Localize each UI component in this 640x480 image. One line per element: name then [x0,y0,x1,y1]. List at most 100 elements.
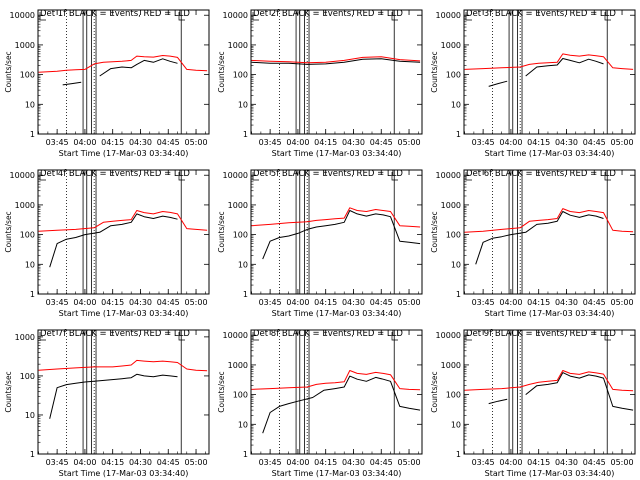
y-tick-label: 1000 [441,201,461,210]
lld-series-line [251,370,421,391]
detector-panel: Det 3f BLACK = Events, RED = LLD 1 10 100 10… [430,9,636,158]
x-axis-title: Start Time (17-Mar-03 03:34:40) [272,149,402,158]
y-tick-label: 10 [238,260,248,269]
x-tick-label: 04:00 [73,458,96,467]
detector-panel: Det 4f BLACK = Events, RED = LLD 1 10 100 10… [4,169,210,318]
x-tick-label: 03:45 [259,298,282,307]
detector-panel: Det 5f BLACK = Events, RED = LLD 1 10 100 10… [217,169,423,318]
y-tick-label: 10000 [436,11,461,20]
x-tick-label: 04:45 [583,298,606,307]
x-tick-label: 04:45 [583,458,606,467]
x-tick-label: 03:45 [46,298,69,307]
x-tick-label: 04:15 [314,298,337,307]
y-axis-title: Counts/sec [430,371,439,412]
detector-panel: Det 8f BLACK = Events, RED = LLD 1 10 100 10… [217,329,423,478]
panel-title: Det 8f BLACK = Events, RED = LLD [253,329,403,339]
y-tick-label: 10 [238,420,248,429]
y-tick-label: 1 [456,130,461,139]
plot-frame [463,169,636,295]
plot-frame [463,9,636,135]
y-tick-label: 1000 [15,41,35,50]
events-series-line [62,58,178,86]
y-tick-label: 10000 [436,171,461,180]
x-tick-label: 04:00 [499,458,522,467]
y-tick-label: 10000 [436,331,461,340]
corner-mark [391,332,398,341]
x-axis-title: Start Time (17-Mar-03 03:34:40) [272,309,402,318]
y-tick-label: 10 [238,100,248,109]
y-axis-title: Counts/sec [217,371,226,412]
x-tick-label: 04:00 [286,138,309,147]
corner-mark [39,332,46,341]
y-tick-label: 100 [233,71,248,80]
x-tick-label: 04:00 [286,298,309,307]
plot-frame [250,329,423,455]
lld-series-line [251,207,421,228]
y-tick-label: 1000 [441,41,461,50]
x-tick-label: 04:45 [157,458,180,467]
plot-frame [463,329,636,455]
x-tick-label: 04:30 [342,298,365,307]
panel-title: Det 1f BLACK = Events, RED = LLD [40,9,190,19]
x-tick-label: 05:00 [611,138,634,147]
x-tick-label: 04:45 [583,138,606,147]
x-tick-label: 03:45 [259,138,282,147]
x-axis-title: Start Time (17-Mar-03 03:34:40) [59,469,189,478]
corner-mark [178,332,185,341]
x-tick-label: 04:00 [73,298,96,307]
plot-frame [37,329,210,455]
x-tick-label: 05:00 [398,458,421,467]
lld-series-line [464,370,634,392]
lld-series-line [38,359,208,372]
x-tick-label: 04:45 [370,298,393,307]
y-tick-label: 100 [233,391,248,400]
y-tick-label: 1000 [228,361,248,370]
y-tick-label: 10 [451,420,461,429]
lld-series-line [464,53,634,70]
events-series-line [475,211,604,265]
x-tick-label: 05:00 [185,138,208,147]
detector-panel: Det 2f BLACK = Events, RED = LLD 1 10 100 10… [217,9,423,158]
y-axis-title: Counts/sec [4,211,13,252]
x-tick-label: 03:45 [46,138,69,147]
y-tick-label: 100 [446,231,461,240]
corner-mark [178,12,185,21]
x-tick-label: 04:15 [527,298,550,307]
panel-title: Det 9f BLACK = Events, RED = LLD [466,329,616,339]
lld-series-line [38,210,208,232]
y-tick-label: 1000 [228,41,248,50]
events-series-line [262,375,421,434]
y-tick-label: 10000 [223,331,248,340]
x-tick-label: 04:15 [101,298,124,307]
y-tick-label: 1 [30,130,35,139]
x-tick-label: 03:45 [46,458,69,467]
x-tick-label: 04:30 [555,138,578,147]
x-tick-label: 04:30 [129,138,152,147]
x-tick-label: 03:45 [472,138,495,147]
y-axis-title: Counts/sec [217,51,226,92]
corner-mark [391,172,398,181]
x-tick-label: 05:00 [398,138,421,147]
x-tick-label: 03:45 [472,458,495,467]
y-tick-label: 100 [446,71,461,80]
x-tick-label: 04:15 [101,458,124,467]
y-tick-label: 10000 [223,11,248,20]
x-tick-label: 04:00 [499,138,522,147]
y-tick-label: 1000 [228,201,248,210]
x-tick-label: 05:00 [185,298,208,307]
panel-title: Det 3f BLACK = Events, RED = LLD [466,9,616,19]
y-tick-label: 100 [446,391,461,400]
x-tick-label: 04:45 [370,138,393,147]
corner-mark [391,12,398,21]
events-series-line [262,210,421,260]
y-tick-label: 1 [243,450,248,459]
y-tick-label: 1000 [15,333,35,342]
panels-group: Det 1f BLACK = Events, RED = LLD11010010… [4,9,636,478]
x-tick-label: 04:45 [157,298,180,307]
x-tick-label: 04:30 [129,298,152,307]
events-series-line [251,58,421,65]
y-tick-label: 100 [20,372,35,381]
corner-mark [604,12,611,21]
